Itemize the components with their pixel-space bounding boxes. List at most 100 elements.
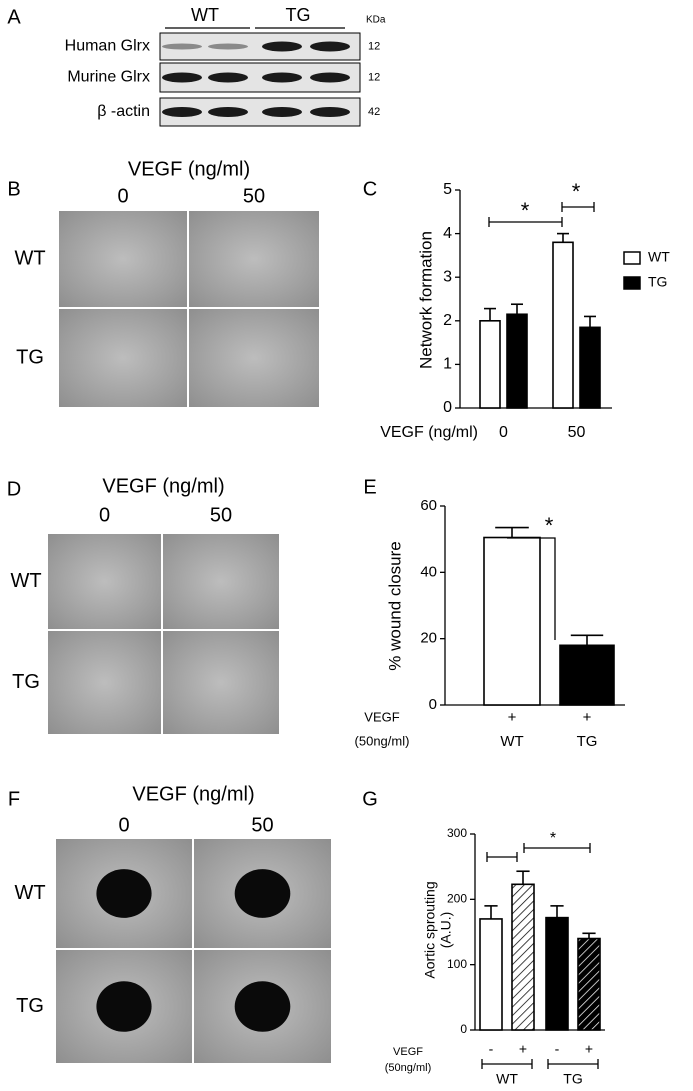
- micrograph: [161, 532, 281, 631]
- micrograph-title: VEGF (ng/ml): [102, 475, 224, 497]
- y-axis-label: Network formation: [416, 231, 435, 369]
- blot-size: 12: [368, 71, 380, 83]
- blot-band: [262, 107, 302, 117]
- row-label: WT: [14, 882, 45, 904]
- y-tick-label: 3: [443, 268, 452, 285]
- micrograph: [46, 629, 163, 736]
- y-tick-label: 0: [443, 399, 452, 416]
- blot-band: [310, 107, 350, 117]
- y-tick-label: 20: [420, 630, 437, 647]
- blot-band: [262, 72, 302, 83]
- x-tick-label: -: [489, 1041, 494, 1057]
- column-label: 0: [99, 504, 110, 526]
- blot-label: Murine Glrx: [67, 69, 150, 86]
- bar: [479, 918, 503, 1031]
- significance-star: *: [550, 830, 556, 847]
- blot-band: [162, 107, 202, 117]
- y-tick-label: 100: [447, 957, 467, 971]
- legend-label: WT: [648, 249, 670, 265]
- panel-letter: E: [363, 476, 376, 498]
- x-axis-label: VEGF (ng/ml): [380, 424, 478, 441]
- column-label: 50: [210, 504, 232, 526]
- treatment-title: VEGF: [364, 709, 399, 724]
- column-label: 0: [118, 814, 129, 836]
- treatment-label: +: [508, 709, 517, 726]
- treatment-title: (50ng/ml): [355, 733, 410, 748]
- group-label: TG: [286, 5, 311, 25]
- y-tick-label: 0: [429, 696, 437, 713]
- blot-band: [208, 43, 248, 50]
- explant: [96, 869, 152, 918]
- significance-star: *: [545, 513, 554, 538]
- unit-label: KDa: [366, 15, 386, 26]
- blot-band: [310, 41, 350, 52]
- bar: [579, 326, 601, 409]
- significance-star: *: [521, 198, 530, 223]
- micrograph-title: VEGF (ng/ml): [128, 158, 250, 180]
- blot-band: [162, 72, 202, 83]
- group-label: WT: [191, 5, 219, 25]
- column-label: 0: [117, 185, 128, 207]
- panel-letter: C: [363, 178, 377, 200]
- blot-label: Human Glrx: [65, 38, 150, 55]
- group-label: WT: [496, 1071, 518, 1087]
- x-tick-label: WT: [500, 733, 523, 750]
- significance-bracket: [507, 537, 556, 640]
- treatment-title: (50ng/ml): [385, 1062, 431, 1074]
- y-tick-label: 5: [443, 181, 452, 198]
- legend-swatch: [623, 276, 641, 290]
- legend-swatch: [623, 251, 641, 265]
- blot-size: 42: [368, 106, 380, 118]
- bar: [479, 319, 501, 409]
- bar: [545, 916, 569, 1031]
- explant: [234, 869, 291, 918]
- significance-star: *: [572, 179, 581, 204]
- y-tick-label: 300: [447, 826, 467, 840]
- y-tick-label: 200: [447, 892, 467, 906]
- micrograph: [57, 209, 189, 309]
- micrograph: [187, 307, 321, 409]
- row-label: TG: [16, 995, 44, 1017]
- y-tick-label: 4: [443, 225, 452, 242]
- x-tick-label: 0: [499, 424, 508, 441]
- explant: [234, 981, 291, 1032]
- panel-letter: D: [7, 478, 21, 500]
- blot-size: 12: [368, 40, 380, 52]
- row-label: WT: [14, 247, 45, 269]
- micrograph: [57, 307, 189, 409]
- blot-band: [162, 43, 202, 50]
- panel-letter: G: [362, 788, 378, 810]
- row-label: TG: [16, 346, 44, 368]
- x-tick-label: TG: [577, 733, 598, 750]
- bar: [506, 313, 528, 409]
- treatment-label: +: [583, 709, 592, 726]
- blot-band: [262, 41, 302, 52]
- panel-letter: B: [7, 178, 20, 200]
- x-tick-label: +: [519, 1041, 527, 1057]
- column-label: 50: [251, 814, 273, 836]
- blot-band: [208, 72, 248, 83]
- micrograph: [161, 629, 281, 736]
- bar: [511, 883, 535, 1031]
- treatment-title: VEGF: [393, 1046, 423, 1058]
- y-tick-label: 40: [420, 563, 437, 580]
- y-axis-label: Aortic sprouting: [422, 881, 438, 978]
- panel-letter: A: [7, 6, 21, 28]
- micrograph-title: VEGF (ng/ml): [132, 783, 254, 805]
- x-tick-label: +: [585, 1041, 593, 1057]
- group-label: TG: [563, 1071, 582, 1087]
- y-tick-label: 0: [460, 1022, 467, 1036]
- micrograph: [187, 209, 321, 309]
- blot-band: [310, 72, 350, 83]
- y-axis-label: % wound closure: [385, 541, 404, 670]
- y-tick-label: 1: [443, 356, 452, 373]
- row-label: WT: [10, 570, 41, 592]
- y-tick-label: 60: [420, 497, 437, 514]
- blot-band: [208, 107, 248, 117]
- micrograph: [46, 532, 163, 631]
- y-tick-label: 2: [443, 312, 452, 329]
- bar: [483, 536, 541, 706]
- bar: [577, 937, 601, 1031]
- bar: [559, 644, 615, 706]
